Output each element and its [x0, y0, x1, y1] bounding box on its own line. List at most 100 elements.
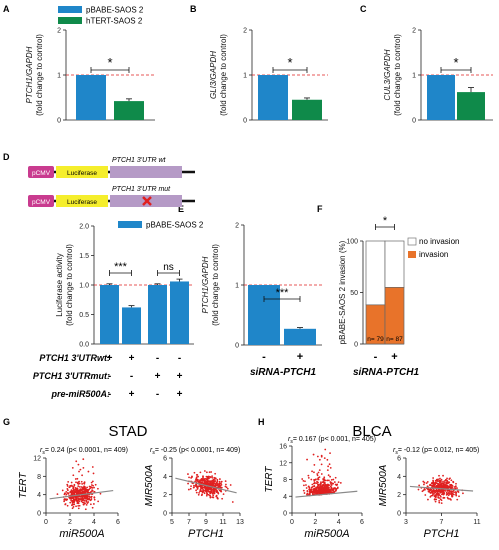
data-point — [215, 494, 218, 497]
data-point — [200, 478, 203, 480]
data-point — [80, 495, 82, 498]
panel-letter-a: A — [3, 4, 10, 14]
data-point — [301, 478, 304, 480]
data-point — [90, 496, 93, 499]
data-point — [203, 481, 206, 484]
data-point — [434, 489, 437, 492]
data-point — [214, 477, 217, 480]
data-point — [212, 496, 215, 499]
data-point — [435, 478, 438, 481]
y-axis-label-line2: (fold change to control) — [35, 34, 44, 116]
luciferase-box — [56, 166, 108, 178]
data-point — [303, 484, 305, 487]
y-axis-label: CUL3/GAPDH(fold change to control) — [383, 34, 402, 116]
y-tick-label: 1 — [412, 73, 416, 80]
data-point — [97, 500, 100, 503]
data-point — [306, 458, 308, 461]
data-point — [80, 489, 82, 492]
y-tick-label: 0 — [243, 118, 247, 125]
panel-d-conditions: PTCH1 3'UTRwt: PTCH1 3'UTRmut: pre-miR50… — [33, 353, 183, 400]
panel-letter-d: D — [3, 152, 10, 162]
data-point — [84, 486, 86, 489]
data-point — [201, 493, 204, 496]
data-point — [438, 485, 441, 487]
data-point — [437, 496, 440, 498]
y-tick-label: 12 — [279, 460, 287, 467]
data-point — [320, 485, 323, 487]
data-point — [440, 486, 443, 489]
data-point — [209, 476, 212, 478]
data-point — [308, 488, 311, 490]
data-point — [65, 499, 68, 501]
condition-sign: - — [156, 389, 159, 400]
data-point — [318, 458, 321, 461]
data-point — [68, 486, 71, 489]
significance-label: *** — [114, 261, 128, 273]
data-point — [447, 494, 450, 497]
x-tick-label: 11 — [219, 519, 226, 526]
data-point — [70, 489, 73, 492]
y-tick-label: 0.5 — [79, 312, 89, 319]
data-point — [337, 481, 340, 484]
data-point — [201, 487, 204, 490]
y-tick-label: 4 — [37, 492, 41, 499]
data-point — [92, 484, 95, 487]
data-point — [451, 492, 453, 495]
data-point — [83, 494, 86, 497]
y-tick-label: 2 — [243, 28, 247, 35]
data-point — [213, 491, 216, 494]
data-point — [70, 484, 73, 487]
data-point — [82, 503, 85, 506]
y-tick-label: 2 — [163, 492, 167, 499]
data-point — [187, 473, 189, 475]
data-point — [78, 504, 81, 507]
data-point — [439, 490, 442, 493]
x-tick-label: 7 — [187, 519, 191, 526]
chart-a: 0 1 2 PTCH1/GAPDH(fold change to control) * — [25, 28, 155, 125]
data-point — [305, 484, 307, 486]
y-tick-label: 2 — [57, 28, 61, 35]
data-point — [442, 474, 444, 477]
data-point — [455, 492, 457, 495]
bar-htert — [457, 92, 485, 120]
data-point — [444, 489, 447, 492]
y-tick-label: 2 — [412, 28, 416, 35]
bar-condition-2 — [122, 307, 141, 344]
chart-c: 0 1 2 CUL3/GAPDH(fold change to control) * — [383, 28, 493, 125]
data-point — [87, 470, 90, 473]
x-tick-label: - — [374, 351, 378, 363]
data-point — [87, 489, 90, 492]
data-point — [307, 474, 310, 477]
data-point — [318, 469, 321, 472]
y-tick-label: 12 — [33, 456, 41, 463]
promoter-label: pCMV — [32, 199, 51, 206]
data-point — [316, 455, 319, 458]
data-point — [438, 474, 440, 477]
data-point — [86, 486, 89, 489]
data-point — [445, 494, 448, 496]
data-point — [225, 483, 227, 486]
data-point — [320, 489, 323, 492]
data-point — [325, 484, 327, 487]
data-point — [91, 466, 94, 468]
data-point — [73, 490, 76, 493]
data-point — [206, 493, 208, 495]
data-point — [211, 483, 214, 486]
stat-label-r: r — [150, 447, 153, 454]
data-point — [78, 498, 81, 501]
data-point — [72, 503, 74, 506]
legend-swatch-pbabe — [118, 221, 142, 228]
x-axis-label: PTCH1 — [188, 528, 224, 540]
data-point — [436, 492, 439, 494]
data-point — [190, 477, 193, 479]
legend-label-pbabe: pBABE-SAOS 2 — [86, 6, 144, 15]
data-point — [84, 497, 87, 500]
data-point — [203, 470, 206, 472]
y-tick-label: 6 — [397, 456, 401, 463]
x-tick-label: 6 — [360, 519, 364, 526]
data-point — [439, 477, 441, 480]
data-point — [418, 484, 421, 487]
data-point — [215, 489, 218, 492]
trend-line — [409, 485, 474, 492]
x-tick-label: 2 — [68, 519, 72, 526]
